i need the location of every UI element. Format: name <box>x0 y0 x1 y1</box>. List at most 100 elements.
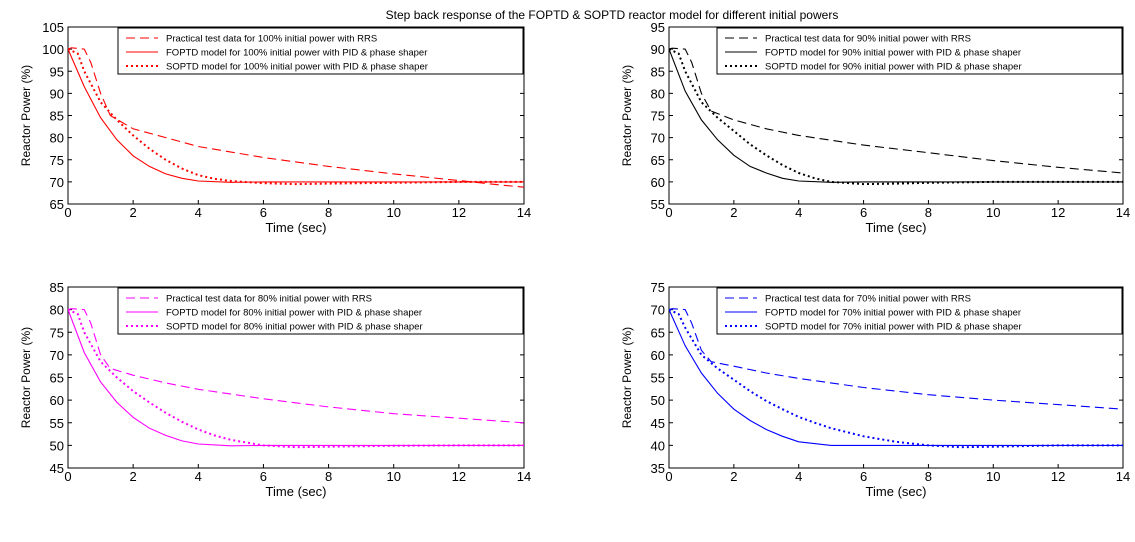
x-tick-label: 4 <box>195 205 202 220</box>
y-tick-label: 55 <box>651 197 665 212</box>
x-tick-label: 8 <box>325 469 332 484</box>
y-tick-label: 85 <box>50 109 64 124</box>
legend-label: FOPTD model for 70% initial power with P… <box>765 308 1021 319</box>
y-tick-label: 65 <box>651 153 665 168</box>
y-tick-label: 55 <box>50 416 64 431</box>
y-axis-label: Reactor Power (%) <box>620 327 634 428</box>
x-tick-label: 2 <box>730 205 737 220</box>
figure-title: Step back response of the FOPTD & SOPTD … <box>386 8 839 22</box>
y-tick-label: 75 <box>50 153 64 168</box>
y-axis-label: Reactor Power (%) <box>620 65 634 166</box>
legend-label: Practical test data for 70% initial powe… <box>765 294 971 305</box>
y-tick-label: 75 <box>50 325 64 340</box>
legend-label: SOPTD model for 80% initial power with P… <box>166 322 423 333</box>
series-line-solid <box>669 309 1123 446</box>
x-tick-label: 6 <box>260 205 267 220</box>
legend-box <box>117 27 524 75</box>
x-tick-label: 14 <box>1116 205 1130 220</box>
x-tick-label: 14 <box>517 205 531 220</box>
y-tick-label: 70 <box>651 131 665 146</box>
x-tick-label: 2 <box>130 469 137 484</box>
series-line-solid <box>68 309 524 447</box>
x-tick-label: 6 <box>860 205 867 220</box>
x-tick-label: 10 <box>986 469 1000 484</box>
series-line-dashed <box>669 47 1123 174</box>
y-tick-label: 85 <box>651 64 665 79</box>
panel-90-percent: 0 2 4 6 8 10 12 14 55 60 65 70 75 80 85 90 95 Time (sec) R… <box>620 20 1130 235</box>
legend-box <box>716 287 1123 335</box>
y-tick-label: 70 <box>50 348 64 363</box>
x-tick-label: 12 <box>452 469 466 484</box>
x-axis-label: Time (sec) <box>266 484 327 499</box>
legend-label: SOPTD model for 100% initial power with … <box>166 62 428 73</box>
y-tick-label: 60 <box>50 393 64 408</box>
y-tick-label: 60 <box>651 348 665 363</box>
series-line-solid <box>669 48 1123 183</box>
x-tick-label: 0 <box>64 469 71 484</box>
x-tick-label: 10 <box>386 469 400 484</box>
y-tick-label: 65 <box>50 371 64 386</box>
y-tick-label: 40 <box>651 438 665 453</box>
legend-label: SOPTD model for 90% initial power with P… <box>765 62 1022 73</box>
y-axis-label: Reactor Power (%) <box>19 65 33 166</box>
series-line-dotted <box>669 48 1123 186</box>
panel-70-percent: 0 2 4 6 8 10 12 14 35 40 45 50 55 60 65 70 75 Time (sec) R… <box>620 280 1130 499</box>
x-tick-label: 14 <box>1116 469 1130 484</box>
y-tick-label: 80 <box>50 131 64 146</box>
series-line-dashed <box>669 308 1123 410</box>
y-tick-label: 75 <box>651 280 665 295</box>
y-tick-label: 50 <box>651 393 665 408</box>
x-tick-label: 4 <box>195 469 202 484</box>
legend-label: FOPTD model for 90% initial power with P… <box>765 48 1021 59</box>
series-line-dashed <box>68 47 524 188</box>
x-tick-label: 4 <box>795 205 802 220</box>
y-tick-label: 70 <box>50 175 64 190</box>
x-axis-label: Time (sec) <box>866 484 927 499</box>
legend-box <box>117 287 524 335</box>
series-line-dotted <box>68 308 524 449</box>
y-tick-label: 90 <box>651 42 665 57</box>
y-tick-label: 105 <box>42 20 64 35</box>
y-tick-label: 85 <box>50 280 64 295</box>
y-tick-label: 50 <box>50 438 64 453</box>
y-tick-label: 70 <box>651 303 665 318</box>
x-tick-label: 4 <box>795 469 802 484</box>
y-tick-label: 60 <box>651 175 665 190</box>
x-tick-label: 8 <box>325 205 332 220</box>
y-tick-label: 95 <box>50 64 64 79</box>
x-axis-label: Time (sec) <box>866 220 927 235</box>
x-tick-label: 8 <box>925 205 932 220</box>
x-tick-label: 2 <box>730 469 737 484</box>
x-tick-label: 0 <box>665 469 672 484</box>
x-tick-label: 6 <box>260 469 267 484</box>
legend-box <box>716 27 1123 75</box>
y-axis-label: Reactor Power (%) <box>19 327 33 428</box>
legend-label: SOPTD model for 70% initial power with P… <box>765 322 1022 333</box>
y-tick-label: 65 <box>651 325 665 340</box>
x-tick-label: 14 <box>517 469 531 484</box>
y-tick-label: 90 <box>50 86 64 101</box>
legend-label: FOPTD model for 80% initial power with P… <box>166 308 422 319</box>
y-tick-label: 35 <box>651 461 665 476</box>
y-tick-label: 65 <box>50 197 64 212</box>
x-tick-label: 0 <box>665 205 672 220</box>
y-tick-label: 45 <box>651 416 665 431</box>
x-tick-label: 12 <box>1051 469 1065 484</box>
legend-label: Practical test data for 100% initial pow… <box>166 34 377 45</box>
legend-label: Practical test data for 80% initial powe… <box>166 294 372 305</box>
y-tick-label: 55 <box>651 371 665 386</box>
x-tick-label: 12 <box>1051 205 1065 220</box>
x-tick-label: 10 <box>986 205 1000 220</box>
x-tick-label: 10 <box>386 205 400 220</box>
x-axis-label: Time (sec) <box>266 220 327 235</box>
y-tick-label: 100 <box>42 42 64 57</box>
x-tick-label: 0 <box>64 205 71 220</box>
y-tick-label: 80 <box>651 86 665 101</box>
x-tick-label: 6 <box>860 469 867 484</box>
series-line-dashed <box>68 308 524 424</box>
y-tick-label: 75 <box>651 109 665 124</box>
y-tick-label: 80 <box>50 303 64 318</box>
panel-80-percent: 0 2 4 6 8 10 12 14 45 50 55 60 65 70 75 80 85 Time (sec) R… <box>19 280 531 499</box>
series-line-solid <box>68 48 524 183</box>
